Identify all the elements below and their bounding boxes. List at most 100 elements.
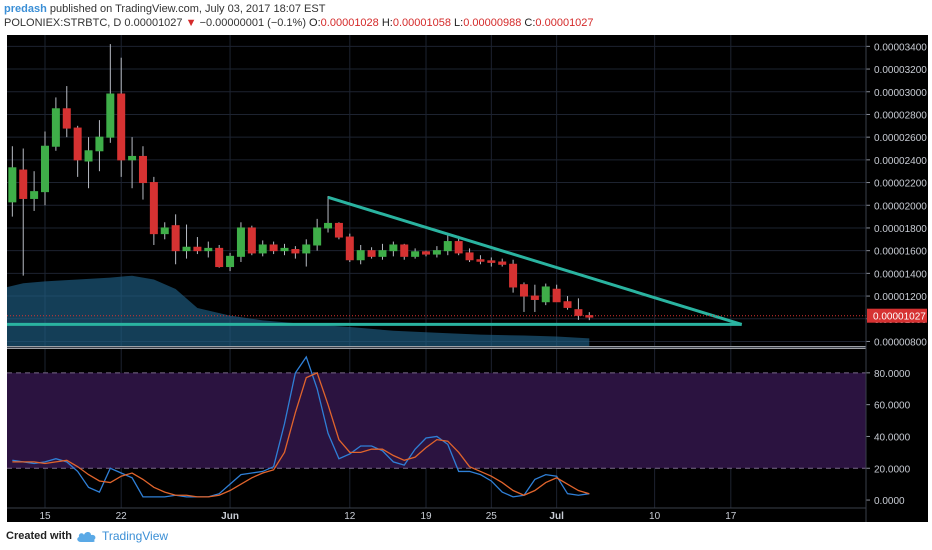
tradingview-label: TradingView: [102, 529, 169, 543]
candle: [334, 222, 343, 240]
chart-area[interactable]: 0.00003400 0.00003200 0.00003000 0.00002800…: [0, 32, 932, 522]
candle-body: [51, 108, 60, 147]
candle: [236, 222, 245, 263]
candle: [138, 146, 147, 200]
candle: [541, 283, 550, 306]
price-tick-label: 0.00003200: [874, 65, 927, 76]
candle: [171, 214, 180, 265]
author-name[interactable]: predash: [4, 3, 47, 15]
candle-body: [334, 222, 343, 238]
stoch-band: [7, 372, 866, 469]
candle-body: [313, 227, 322, 246]
candle: [476, 255, 485, 265]
candle-body: [291, 249, 300, 254]
candle-body: [73, 127, 82, 161]
candle-body: [432, 250, 441, 255]
candle-body: [215, 247, 224, 268]
candle-body: [411, 251, 420, 257]
symbol-label[interactable]: POLONIEX:STRBTC, D: [4, 17, 122, 29]
candle-body: [378, 250, 387, 257]
candle-body: [138, 155, 147, 184]
candles: [8, 44, 594, 321]
candle-body: [160, 227, 169, 235]
high-label: H:: [381, 17, 393, 29]
candle-body: [541, 286, 550, 303]
candle-body: [149, 182, 158, 235]
time-tick-label: 10: [649, 511, 661, 522]
candle-body: [84, 150, 93, 162]
candle-body: [193, 246, 202, 252]
candle-body: [236, 227, 245, 257]
open-label: O:: [309, 17, 321, 29]
stoch-line-d: [12, 371, 590, 498]
candle-body: [41, 145, 49, 193]
low-label: L:: [454, 17, 464, 29]
candle-body: [367, 250, 376, 257]
candle-body: [30, 191, 39, 199]
candle: [302, 239, 311, 267]
candle-body: [8, 167, 17, 203]
stoch-tick-label: 80.0000: [874, 369, 911, 380]
trendline-upper: [327, 195, 743, 326]
time-tick-label: 25: [486, 511, 498, 522]
candle: [160, 222, 169, 240]
open-value: 0.00001028: [320, 17, 379, 29]
candle-body: [302, 244, 311, 254]
candle-body: [106, 93, 115, 138]
time-tick-label: 15: [39, 511, 51, 522]
stoch-tick-label: 40.0000: [874, 432, 911, 443]
candle: [432, 246, 441, 258]
candle: [193, 237, 202, 255]
candle-body: [487, 260, 496, 263]
candle-body: [247, 227, 256, 254]
candle: [367, 247, 376, 259]
stoch-line-k: [12, 355, 590, 498]
price-tick-label: 0.00003000: [874, 88, 927, 99]
publish-info: published on TradingView.com, July 03, 2…: [46, 3, 326, 15]
price-tick-label: 0.00001800: [874, 224, 927, 235]
candle: [62, 86, 71, 138]
candle: [215, 244, 224, 268]
candle-body: [465, 252, 474, 261]
candle: [247, 225, 256, 256]
candle: [465, 248, 474, 263]
candle-body: [280, 247, 289, 252]
candle-body: [498, 261, 507, 265]
time-tick-label: 19: [420, 511, 432, 522]
price-tick-label: 0.00000800: [874, 337, 927, 348]
price-tick-label: 0.00003400: [874, 42, 927, 53]
candle-body: [443, 241, 452, 252]
candle: [182, 224, 191, 259]
candle: [378, 243, 387, 260]
stoch-tick-label: 20.0000: [874, 464, 911, 475]
down-arrow-icon: ▼: [185, 17, 197, 29]
price-tick-label: 0.00002200: [874, 179, 927, 190]
candle: [443, 233, 452, 256]
stoch-tick-label: 60.0000: [874, 401, 911, 412]
candle-body: [117, 93, 126, 161]
time-tick-label: Jun: [221, 511, 239, 522]
close-value: 0.00001027: [535, 17, 594, 29]
candle-body: [509, 263, 518, 288]
candle: [530, 284, 539, 312]
candle-body: [324, 222, 333, 229]
time-tick-label: 17: [725, 511, 737, 522]
candle: [291, 246, 300, 259]
tradingview-brand[interactable]: TradingView: [76, 527, 168, 545]
candle-body: [204, 247, 213, 252]
price-axis-bg: [866, 35, 928, 522]
candle: [8, 146, 17, 217]
candle-body: [574, 309, 583, 316]
stoch-tick-label: 0.0000: [874, 496, 905, 507]
candle: [400, 243, 409, 260]
candle: [117, 57, 126, 177]
candle-body: [345, 236, 354, 261]
candle-body: [552, 288, 561, 303]
candle-body: [422, 251, 431, 255]
candle: [258, 240, 267, 257]
candle: [41, 131, 49, 206]
candle-body: [356, 250, 365, 261]
candle: [226, 252, 235, 272]
candle: [95, 120, 104, 172]
time-tick-label: 22: [116, 511, 128, 522]
